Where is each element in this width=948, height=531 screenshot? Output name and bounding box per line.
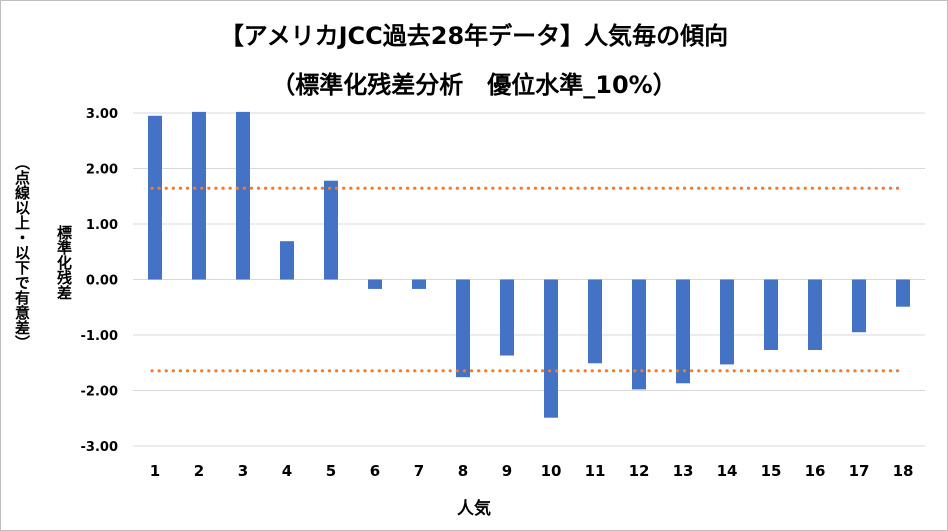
bar: [676, 279, 690, 384]
x-tick-label: 17: [849, 462, 870, 480]
bar: [896, 279, 910, 307]
bar: [852, 279, 866, 333]
x-tick-label: 3: [238, 462, 248, 480]
x-tick-label: 5: [326, 462, 336, 480]
bar: [368, 279, 382, 289]
bar: [808, 279, 822, 350]
y-tick-label: 1.00: [86, 218, 118, 233]
x-tick-label: 14: [717, 462, 738, 480]
bar: [500, 279, 514, 356]
bar: [192, 111, 206, 280]
bar: [148, 115, 162, 280]
x-tick-label: 4: [282, 462, 292, 480]
y-axis-label: 標準化残差: [55, 225, 73, 300]
x-tick-label: 1: [150, 462, 160, 480]
y-tick-label: 2.00: [86, 163, 118, 178]
x-tick-label: 11: [585, 462, 606, 480]
x-tick-label: 16: [805, 462, 826, 480]
bar: [632, 279, 646, 390]
bar: [544, 279, 558, 418]
y-tick-label: -3.00: [81, 440, 118, 455]
bar: [456, 279, 470, 378]
y-tick-label: 3.00: [86, 107, 118, 122]
x-tick-label: 12: [629, 462, 650, 480]
x-tick-label: 8: [458, 462, 468, 480]
bar: [764, 279, 778, 350]
chart-subtitle: （標準化残差分析 優位水準_10%）: [271, 71, 677, 99]
bar: [236, 111, 250, 280]
bar: [412, 279, 426, 289]
y-tick-label: -2.00: [81, 385, 118, 400]
x-tick-label: 13: [673, 462, 694, 480]
x-tick-label: 10: [541, 462, 562, 480]
y-axis-note: （点線以上・以下で有意差）: [13, 155, 31, 350]
bar: [588, 279, 602, 364]
x-axis-label: 人気: [457, 499, 491, 519]
bar: [720, 279, 734, 365]
chart-title: 【アメリカJCC過去28年データ】人気毎の傾向: [219, 22, 729, 50]
bar: [280, 241, 294, 280]
y-tick-label: 0.00: [86, 274, 118, 289]
x-tick-label: 15: [761, 462, 782, 480]
x-tick-label: 9: [502, 462, 512, 480]
x-tick-label: 6: [370, 462, 380, 480]
x-tick-label: 18: [893, 462, 914, 480]
x-tick-label: 2: [194, 462, 204, 480]
bar: [324, 180, 338, 280]
y-tick-label: -1.00: [81, 329, 118, 344]
x-tick-label: 7: [414, 462, 424, 480]
